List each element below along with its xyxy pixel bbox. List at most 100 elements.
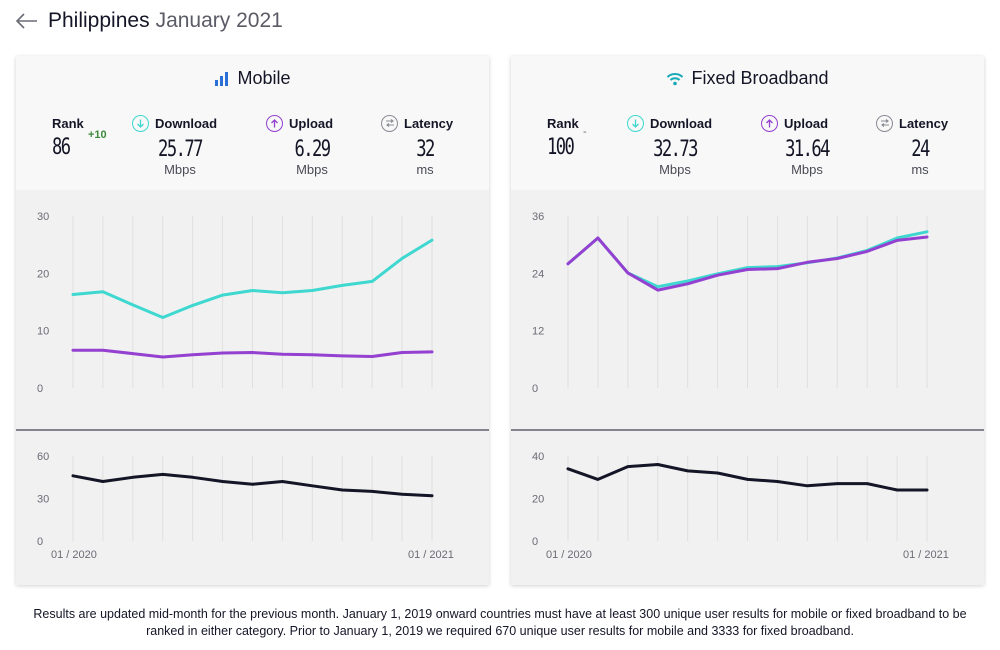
- fixed-latency-latency-point: [656, 463, 659, 466]
- fixed-latency-ytick-label: 20: [532, 494, 544, 506]
- mobile-latency-ytick-label: 60: [37, 451, 49, 463]
- rank-change: +10: [88, 129, 107, 141]
- upload-arrow-icon: [761, 114, 778, 132]
- fixed-latency-latency-point: [836, 482, 839, 485]
- upload-label: Upload: [784, 115, 829, 131]
- mobile-latency-latency-point: [281, 480, 284, 483]
- mobile-speed-upload-point: [191, 353, 194, 356]
- mobile-latency-latency-point: [341, 488, 344, 492]
- mobile-speed-upload-point: [370, 355, 374, 358]
- rank-change: -: [583, 126, 587, 138]
- latency-label: Latency: [899, 115, 949, 131]
- rank-label: Rank: [547, 115, 579, 131]
- mobile-speed-upload-point: [281, 352, 284, 356]
- fixed-speed-ytick-label: 0: [532, 383, 538, 395]
- fixed-download: Download 32.73 Mbps: [627, 114, 737, 177]
- fixed-speed-upload-point: [806, 261, 809, 264]
- fixed-latency-latency-point: [626, 465, 630, 468]
- mobile-speed-ytick-label: 10: [37, 326, 49, 338]
- mobile-speed-download-point: [400, 257, 404, 260]
- mobile-latency: Latency 32 ms: [381, 114, 489, 177]
- fixed-speed-upload-point: [656, 288, 659, 292]
- fixed-title: Fixed Broadband: [511, 68, 984, 89]
- mobile-latency-latency-point: [191, 476, 194, 479]
- mobile-title: Mobile: [16, 68, 489, 89]
- wifi-icon: [667, 72, 684, 85]
- latency-label: Latency: [404, 115, 454, 131]
- fixed-speed-upload-point: [865, 250, 869, 253]
- fixed-speed-upload-point: [596, 236, 600, 240]
- latency-icon: [381, 114, 398, 132]
- fixed-latency-latency-point: [716, 471, 719, 475]
- report-date: January 2021: [155, 9, 283, 32]
- fixed-latency: Latency 24 ms: [876, 114, 984, 177]
- latency-value: 32: [416, 137, 435, 162]
- latency-unit: ms: [911, 162, 929, 177]
- mobile-speed-upload-point: [311, 353, 314, 356]
- download-arrow-icon: [132, 114, 149, 132]
- mobile-speed-upload-point: [71, 348, 75, 352]
- fixed-speed-upload-point: [746, 268, 749, 271]
- footnote: Results are updated mid-month for the pr…: [33, 607, 967, 638]
- fixed-speed-upload-point: [716, 274, 719, 277]
- fixed-latency-latency-point: [746, 478, 749, 481]
- download-label: Download: [155, 115, 218, 131]
- fixed-speed-download-point: [686, 279, 689, 283]
- fixed-speed-upload-point: [776, 267, 779, 270]
- download-arrow-icon: [627, 114, 644, 132]
- mobile-speed-upload-point: [221, 351, 224, 355]
- page-title: Philippines January 2021: [48, 9, 283, 33]
- fixed-rank: Rank 100: [547, 114, 657, 160]
- mobile-latency-latency-point: [101, 480, 105, 483]
- fixed-speed-upload-point: [626, 271, 630, 275]
- fixed-latency-latency-point: [865, 482, 869, 485]
- mobile-speed-ytick-label: 30: [37, 211, 49, 223]
- upload-value: 6.29: [294, 137, 331, 162]
- signal-bars-icon: [215, 71, 229, 86]
- mobile-speed-upload-point: [251, 351, 254, 354]
- fixed-upload: Upload 31.64 Mbps: [761, 114, 871, 177]
- mobile-speed-download-point: [191, 304, 194, 307]
- latency-value: 24: [911, 137, 930, 162]
- mobile-speed-upload-point: [430, 350, 434, 354]
- mobile-latency-latency-point: [161, 473, 164, 476]
- fixed-latency-latency-point: [925, 488, 929, 492]
- download-value: 25.77: [158, 137, 203, 162]
- fixed-latency-latency-point: [596, 478, 600, 481]
- upload-unit: Mbps: [296, 162, 328, 177]
- upload-value: 31.64: [785, 137, 830, 162]
- fixed-summary: Fixed Broadband Rank 100 - Download 32.7…: [511, 56, 984, 190]
- page-header: Philippines January 2021: [14, 6, 283, 36]
- fixed-latency-latency-point: [776, 480, 779, 483]
- fixed-latency-xtick-label: 01 / 2021: [903, 549, 949, 561]
- download-unit: Mbps: [659, 162, 691, 177]
- mobile-latency-latency-point: [400, 493, 404, 496]
- latency-icon: [876, 114, 893, 132]
- fixed-latency-xtick-label: 01 / 2020: [546, 549, 592, 561]
- rank-value: 86: [52, 135, 71, 160]
- arrow-left-icon: [16, 13, 37, 29]
- upload-unit: Mbps: [791, 162, 823, 177]
- mobile-title-label: Mobile: [237, 68, 291, 88]
- mobile-speed-download-point: [71, 293, 75, 296]
- mobile-speed-download-point: [251, 289, 254, 292]
- mobile-speed-download-point: [430, 238, 434, 242]
- mobile-speed-download-point: [281, 291, 284, 295]
- mobile-speed-download-point: [101, 290, 105, 293]
- mobile-latency-latency-point: [430, 494, 434, 497]
- mobile-speed-upload-point: [341, 354, 344, 358]
- mobile-speed-ytick-label: 20: [37, 268, 49, 280]
- download-unit: Mbps: [164, 162, 196, 177]
- mobile-latency-latency-point: [131, 476, 135, 479]
- mobile-latency-xtick-label: 01 / 2021: [408, 549, 454, 561]
- mobile-speed-upload-point: [131, 352, 135, 355]
- fixed-broadband-card: Fixed Broadband Rank 100 - Download 32.7…: [511, 56, 984, 585]
- download-label: Download: [650, 115, 713, 131]
- back-button[interactable]: [14, 8, 40, 34]
- mobile-latency-ytick-label: 0: [37, 536, 43, 548]
- mobile-speed-ytick-label: 0: [37, 383, 43, 395]
- fixed-speed-ytick-label: 36: [532, 211, 544, 223]
- mobile-speed-download-point: [131, 303, 135, 307]
- rank-value: 100: [547, 135, 575, 160]
- mobile-chart: 0 10 20 30 0 30 60 01 / 2020 01 / 2021: [16, 211, 489, 561]
